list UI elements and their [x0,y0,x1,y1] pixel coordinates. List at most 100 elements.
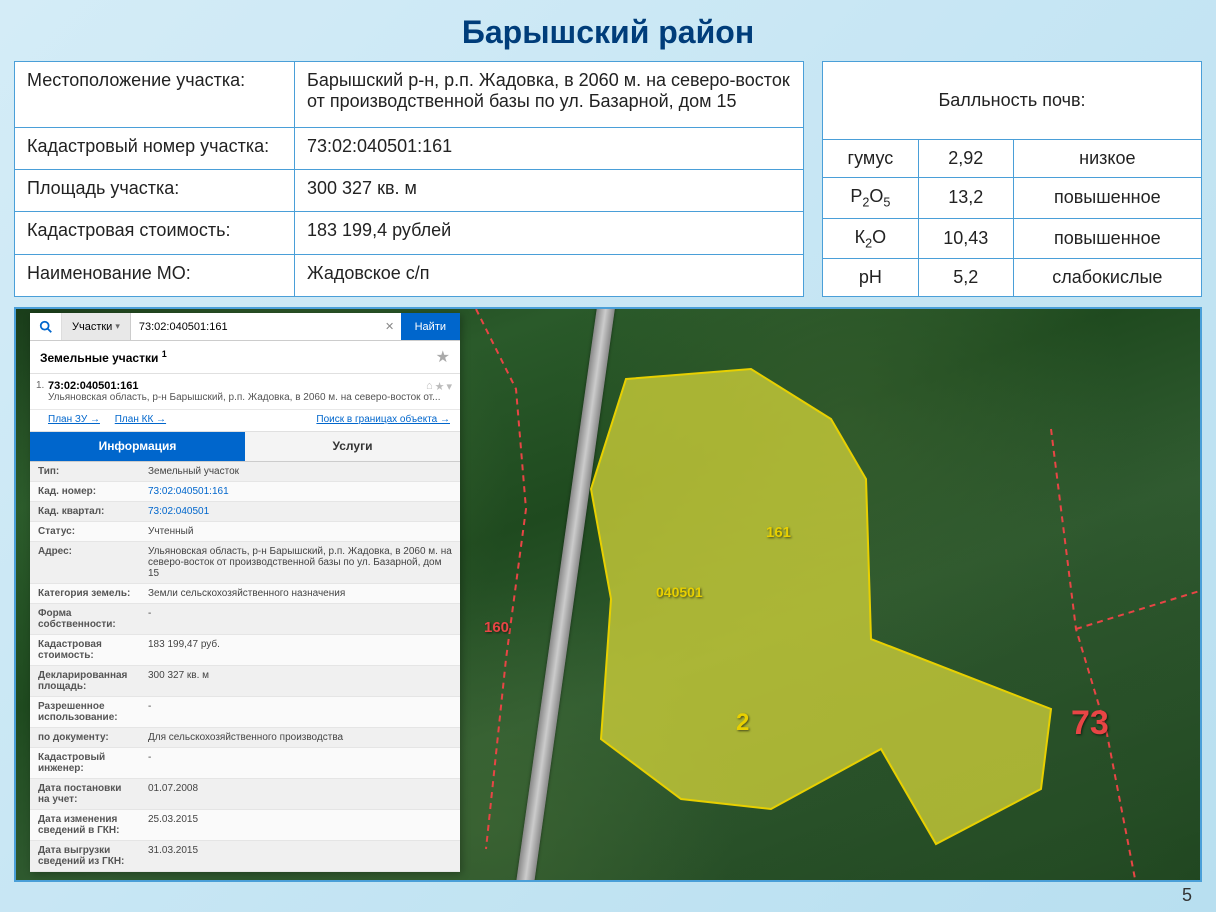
detail-row: Форма собственности:- [30,603,460,634]
info-row: Кадастровый номер участка:73:02:040501:1… [15,127,804,169]
soil-row: рН5,2слабокислые [823,259,1202,297]
info-row: Кадастровая стоимость:183 199,4 рублей [15,212,804,254]
detail-row: Статус:Учтенный [30,521,460,541]
detail-key: по документу: [30,727,140,747]
detail-key: Категория земель: [30,583,140,603]
detail-key: Дата постановки на учет: [30,778,140,809]
info-label: Местоположение участка: [15,62,295,128]
soil-rating: повышенное [1013,178,1201,219]
find-button[interactable]: Найти [401,313,460,340]
detail-row: Кадастровый инженер:- [30,747,460,778]
parcel-details-table: Тип:Земельный участокКад. номер:73:02:04… [30,462,460,872]
detail-key: Форма собственности: [30,603,140,634]
parcel-info-table: Местоположение участка:Барышский р-н, р.… [14,61,804,297]
detail-key: Тип: [30,462,140,482]
detail-value: 300 327 кв. м [140,665,460,696]
detail-value: Учтенный [140,521,460,541]
info-value: Барышский р-н, р.п. Жадовка, в 2060 м. н… [295,62,804,128]
top-tables: Местоположение участка:Барышский р-н, р.… [0,61,1216,297]
soil-param: Р2О5 [823,178,919,219]
soil-value: 13,2 [918,178,1013,219]
detail-row: Категория земель:Земли сельскохозяйствен… [30,583,460,603]
search-input[interactable] [131,313,379,340]
tab-services[interactable]: Услуги [245,432,460,462]
detail-key: Кадастровая стоимость: [30,634,140,665]
info-label: Кадастровая стоимость: [15,212,295,254]
detail-row: Адрес:Ульяновская область, р-н Барышский… [30,541,460,583]
search-type-dropdown[interactable]: Участки [62,313,131,340]
detail-row: Дата изменения сведений в ГКН:25.03.2015 [30,809,460,840]
detail-value: - [140,603,460,634]
plan-zu-link[interactable]: План ЗУ → [48,414,100,425]
detail-value: 73:02:040501:161 [140,481,460,501]
detail-row: Кадастровая стоимость:183 199,47 руб. [30,634,460,665]
detail-key: Статус: [30,521,140,541]
detail-value: 01.07.2008 [140,778,460,809]
info-row: Наименование МО:Жадовское с/п [15,254,804,296]
detail-value: 73:02:040501 [140,501,460,521]
plan-kk-link[interactable]: План КК → [115,414,166,425]
search-bounds-link[interactable]: Поиск в границах объекта → [316,414,450,425]
info-label: Площадь участка: [15,170,295,212]
detail-key: Декларированная площадь: [30,665,140,696]
search-result-item[interactable]: 1. 73:02:040501:161 Ульяновская область,… [30,374,460,410]
clear-search-icon[interactable]: ✕ [379,313,401,340]
soil-value: 2,92 [918,140,1013,178]
map-area: 160 161 040501 2 73 Участки ✕ Найти Земе… [14,307,1202,882]
star-small-icon[interactable]: ★ [435,380,445,393]
result-action-icons[interactable]: ⌂ ★ ▾ [426,380,452,393]
favorite-star-icon[interactable]: ★ [436,347,450,367]
detail-row: Дата постановки на учет:01.07.2008 [30,778,460,809]
info-label: Кадастровый номер участка: [15,127,295,169]
tab-information[interactable]: Информация [30,432,245,462]
info-value: 183 199,4 рублей [295,212,804,254]
detail-key: Кад. квартал: [30,501,140,521]
info-value: 73:02:040501:161 [295,127,804,169]
detail-row: Кад. номер:73:02:040501:161 [30,481,460,501]
page-number: 5 [1182,885,1192,906]
detail-value: 31.03.2015 [140,840,460,871]
detail-value: 25.03.2015 [140,809,460,840]
soil-value: 5,2 [918,259,1013,297]
result-cadnum: 73:02:040501:161 [48,380,450,392]
map-label-161: 161 [766,524,791,541]
info-row: Площадь участка:300 327 кв. м [15,170,804,212]
result-number: 1. [36,380,44,391]
detail-key: Адрес: [30,541,140,583]
search-icon[interactable] [30,313,62,340]
detail-value: Земли сельскохозяйственного назначения [140,583,460,603]
page-title: Барышский район [0,0,1216,61]
soil-param: гумус [823,140,919,178]
detail-key: Дата выгрузки сведений из ГКН: [30,840,140,871]
info-label: Наименование МО: [15,254,295,296]
detail-key: Дата изменения сведений в ГКН: [30,809,140,840]
map-label-040501: 040501 [656,584,703,600]
detail-row: по документу:Для сельскохозяйственного п… [30,727,460,747]
soil-row: К2О10,43повышенное [823,218,1202,259]
soil-score-table: Балльность почв: гумус2,92низкоеР2О513,2… [822,61,1202,297]
soil-rating: повышенное [1013,218,1201,259]
detail-value: Для сельскохозяйственного производства [140,727,460,747]
parcel-polygon[interactable] [571,369,1091,882]
detail-value: Земельный участок [140,462,460,482]
detail-value: Ульяновская область, р-н Барышский, р.п.… [140,541,460,583]
soil-rating: слабокислые [1013,259,1201,297]
soil-row: Р2О513,2повышенное [823,178,1202,219]
detail-key: Кад. номер: [30,481,140,501]
cadastral-info-panel: Участки ✕ Найти Земельные участки 1 ★ 1.… [30,313,460,872]
map-label-73: 73 [1071,704,1109,743]
soil-row: гумус2,92низкое [823,140,1202,178]
info-value: 300 327 кв. м [295,170,804,212]
detail-tabs: Информация Услуги [30,432,460,462]
detail-key: Разрешенное использование: [30,696,140,727]
map-label-2: 2 [736,709,749,737]
result-plan-links: План ЗУ → План КК → Поиск в границах объ… [30,410,460,432]
home-icon[interactable]: ⌂ [426,380,433,393]
detail-row: Кад. квартал:73:02:040501 [30,501,460,521]
chevron-down-icon[interactable]: ▾ [446,380,452,393]
map-label-160: 160 [484,619,509,636]
detail-key: Кадастровый инженер: [30,747,140,778]
results-title: Земельные участки 1 [40,349,167,365]
soil-rating: низкое [1013,140,1201,178]
results-header: Земельные участки 1 ★ [30,341,460,374]
